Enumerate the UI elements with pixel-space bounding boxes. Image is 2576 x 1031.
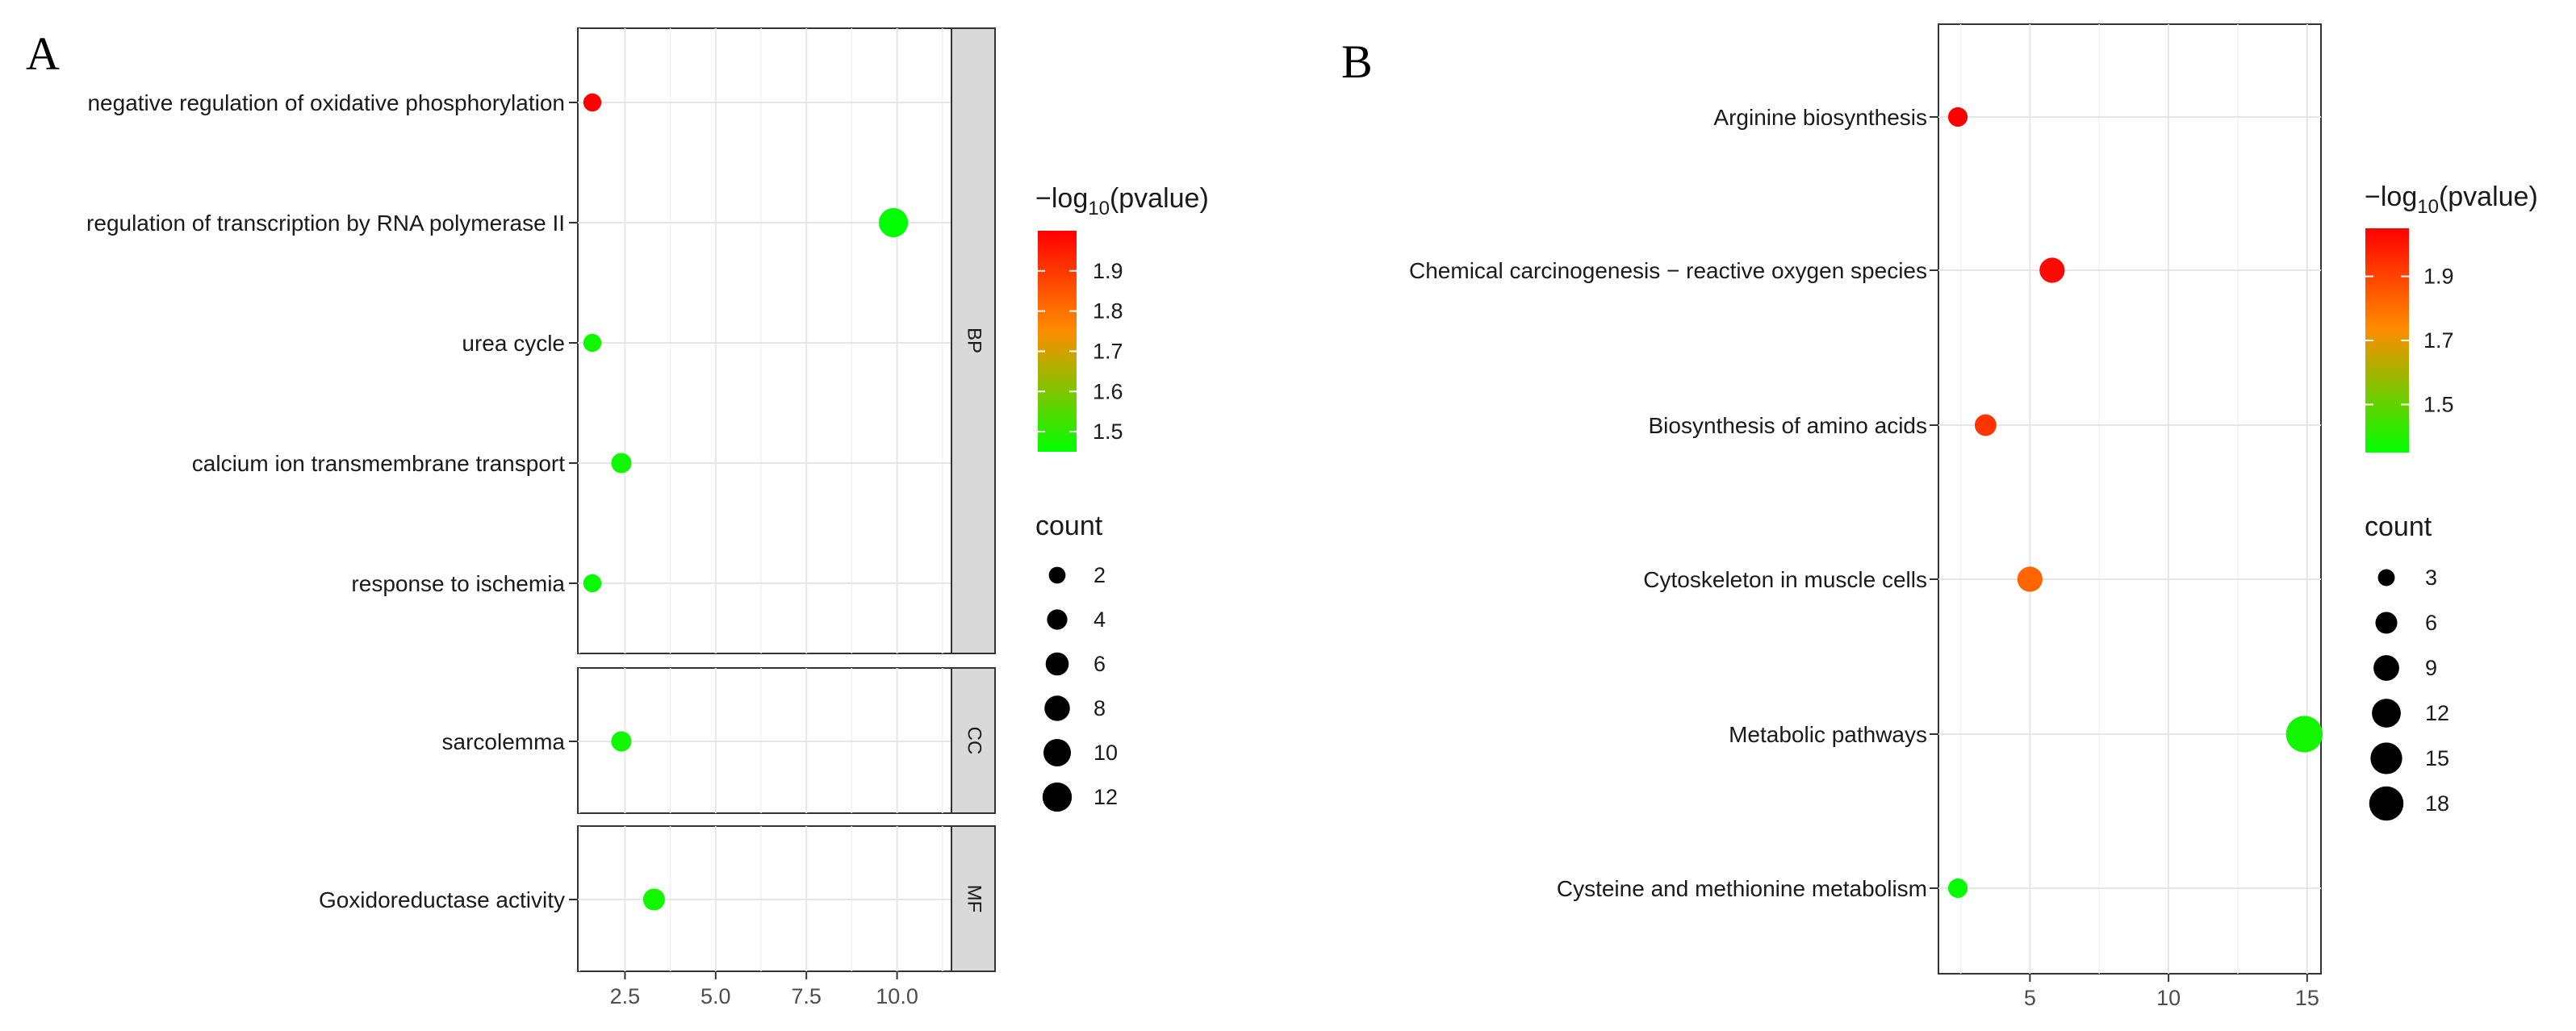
category-label: sarcolemma xyxy=(442,729,566,754)
x-tick-label: 7.5 xyxy=(791,984,822,1008)
category-label: Cysteine and methionine metabolism xyxy=(1557,876,1927,901)
data-point xyxy=(1947,106,1968,127)
data-point xyxy=(2039,257,2065,283)
category-label: Biosynthesis of amino acids xyxy=(1648,413,1927,438)
color-tick-label: 1.8 xyxy=(1093,299,1123,323)
color-tick-label: 1.9 xyxy=(2423,265,2454,289)
size-legend-key xyxy=(1043,738,1072,767)
category-label: regulation of transcription by RNA polym… xyxy=(86,211,565,236)
color-tick-label: 1.7 xyxy=(1093,339,1123,363)
facet-bp-panel xyxy=(577,27,952,654)
size-legend-title: count xyxy=(2365,511,2432,542)
size-legend-key xyxy=(1042,782,1073,812)
size-legend-label: 2 xyxy=(1094,563,1106,587)
size-legend-key xyxy=(2369,786,2404,821)
color-tick-label: 1.9 xyxy=(1093,259,1123,283)
data-point xyxy=(2017,566,2043,592)
data-point xyxy=(878,207,909,238)
size-legend-title: count xyxy=(1035,511,1103,541)
size-legend-key xyxy=(2372,699,2401,728)
color-legend-title: −log10(pvalue) xyxy=(1035,183,1209,219)
facet-cc-strip-label: CC xyxy=(964,727,985,755)
size-legend-label: 9 xyxy=(2425,656,2437,680)
data-point xyxy=(642,888,665,911)
size-legend-key xyxy=(2370,742,2402,774)
facet-mf-strip xyxy=(951,825,996,972)
panel-b-gridlines xyxy=(1938,24,2321,974)
x-tick-label: 15 xyxy=(2295,986,2319,1010)
size-legend-label: 4 xyxy=(1094,607,1106,632)
facet-bp-strip-label: BP xyxy=(964,328,985,353)
category-label: negative regulation of oxidative phospho… xyxy=(87,90,565,115)
color-legend-ticks: 1.5 1.7 1.9 xyxy=(2365,265,2454,416)
size-legend-key xyxy=(1048,566,1066,584)
size-legend: 2 4 6 8 10 12 xyxy=(1042,563,1118,812)
color-legend-ticks: 1.5 1.6 1.7 1.8 1.9 xyxy=(1038,259,1123,444)
panel-a-letter: A xyxy=(26,27,60,80)
facet-cc-strip xyxy=(951,667,996,814)
panel-b-frame xyxy=(1938,23,2322,975)
category-label: calcium ion transmembrane transport xyxy=(192,451,565,476)
category-label: Cytoskeleton in muscle cells xyxy=(1643,567,1927,592)
category-label: Arginine biosynthesis xyxy=(1713,105,1927,130)
size-legend-key xyxy=(1044,695,1070,721)
color-tick-label: 1.7 xyxy=(2423,328,2454,353)
size-legend-label: 12 xyxy=(1094,785,1118,809)
color-tick-label: 1.6 xyxy=(1093,379,1123,403)
color-tick-label: 1.5 xyxy=(1093,419,1123,444)
size-legend-key xyxy=(2373,655,2399,681)
size-legend-label: 10 xyxy=(1094,741,1118,765)
size-legend-key xyxy=(1047,609,1068,630)
color-bar xyxy=(1038,231,1077,452)
panel-b-x-axis: 5 10 15 xyxy=(2024,974,2319,1010)
size-legend-label: 12 xyxy=(2425,701,2449,725)
color-legend-title: −log10(pvalue) xyxy=(2365,182,2538,218)
data-point xyxy=(1947,878,1968,899)
size-legend-key xyxy=(1045,652,1069,676)
panel-b-letter: B xyxy=(1341,35,1373,88)
category-label: Chemical carcinogenesis − reactive oxyge… xyxy=(1409,258,1927,283)
panel-a-gridlines xyxy=(578,28,951,971)
panel-a: A BP CC MF negative regulation of oxidat… xyxy=(26,27,1209,1008)
size-legend-key xyxy=(2375,612,2398,634)
color-tick-label: 1.5 xyxy=(2423,392,2454,416)
category-label: urea cycle xyxy=(462,331,565,356)
panel-b-points xyxy=(1947,106,2323,899)
size-legend: 3 6 9 12 15 18 xyxy=(2369,566,2449,821)
facet-bp-strip xyxy=(951,27,996,654)
data-point xyxy=(2285,716,2323,753)
x-tick-label: 10.0 xyxy=(876,984,918,1008)
category-label: response to ischemia xyxy=(351,571,565,596)
size-legend-label: 18 xyxy=(2425,791,2449,816)
data-point xyxy=(611,453,632,474)
size-legend-label: 8 xyxy=(1094,696,1106,720)
data-point xyxy=(1974,414,1997,436)
data-point xyxy=(583,93,602,112)
size-legend-label: 6 xyxy=(1094,652,1106,676)
size-legend-key xyxy=(2377,569,2395,586)
data-point xyxy=(611,731,632,752)
category-label: Goxidoreductase activity xyxy=(319,887,565,912)
category-label: Metabolic pathways xyxy=(1729,722,1927,747)
x-tick-label: 10 xyxy=(2156,986,2181,1010)
data-point xyxy=(583,574,602,593)
facet-mf-strip-label: MF xyxy=(964,885,985,913)
size-legend-label: 15 xyxy=(2425,746,2449,770)
size-legend-label: 3 xyxy=(2425,566,2437,590)
x-tick-label: 5 xyxy=(2024,986,2036,1010)
data-point xyxy=(583,333,602,353)
size-legend-label: 6 xyxy=(2425,611,2437,635)
panel-b: B Arginine biosynthesis Chemical carcino… xyxy=(1341,23,2538,1010)
panel-a-points xyxy=(583,93,909,911)
panel-a-x-axis: 2.5 5.0 7.5 10.0 xyxy=(610,971,918,1008)
x-tick-label: 5.0 xyxy=(700,984,731,1008)
x-tick-label: 2.5 xyxy=(610,984,641,1008)
